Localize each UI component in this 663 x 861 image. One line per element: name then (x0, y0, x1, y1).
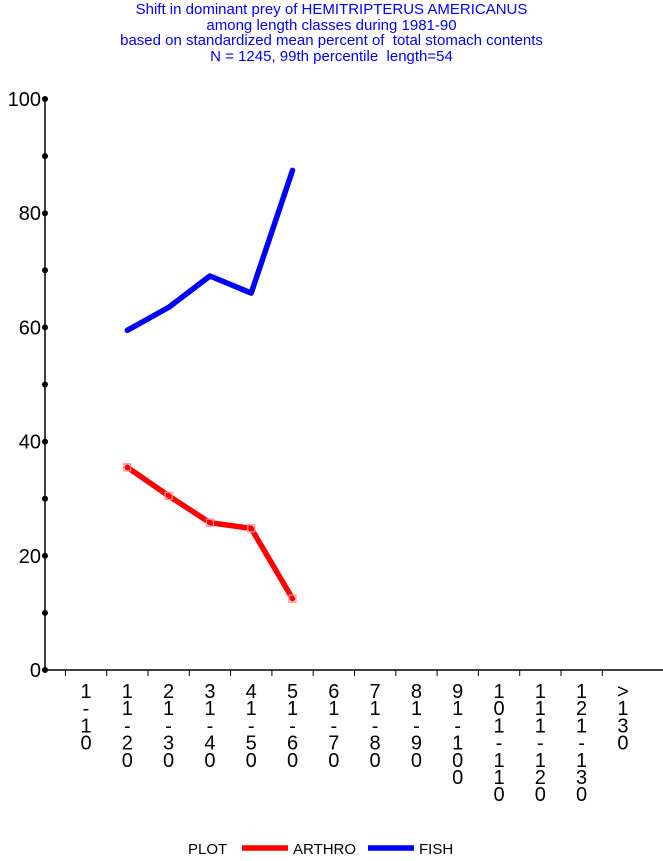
x-tick-label: 1 -1 0 (80, 681, 91, 755)
y-tick-mark (42, 667, 48, 673)
data-point-arthro (164, 491, 173, 500)
x-tick-label: >1 3 0 (617, 681, 629, 755)
series-line-arthro (124, 464, 296, 602)
x-tick-label: 7 1 -8 0 (370, 681, 381, 772)
legend-entry-fish: FISH (419, 841, 453, 858)
chart-title: Shift in dominant prey of HEMITRIPTERUS … (0, 2, 663, 64)
x-tick-label: 1 0 1 -1 1 0 (493, 681, 504, 806)
y-axis-ticks: 0 20 40 60 80 100 (8, 89, 48, 682)
x-tick-label: 1 1 -2 0 (122, 681, 133, 772)
y-tick-mark (42, 153, 48, 160)
legend-entry-arthro: ARTHRO (293, 841, 356, 858)
title-line-3: based on standardized mean percent of to… (120, 32, 543, 49)
y-tick-label: 40 (19, 432, 41, 454)
x-axis-ticks: 1 -1 0 1 1 -2 0 2 1 -3 0 3 1 -4 0 4 1 -5 0 5 1 -6 0 6 1 -7 0 7 1 -8 0 8… (64, 670, 629, 806)
title-line-1: Shift in dominant prey of HEMITRIPTERUS … (135, 1, 528, 18)
y-tick-label: 0 (30, 660, 41, 682)
y-tick-label: 20 (19, 546, 41, 568)
axes (44, 97, 663, 671)
x-tick-label: 9 1 -1 0 0 (452, 681, 463, 789)
y-tick-mark (42, 381, 48, 388)
legend-label: PLOT (188, 841, 227, 858)
x-tick-label: 8 1 -9 0 (411, 681, 422, 772)
y-tick-label: 80 (19, 203, 41, 225)
series-layer (123, 167, 297, 603)
data-point-arthro (205, 518, 214, 527)
x-tick-label: 6 1 -7 0 (328, 681, 339, 772)
y-tick-mark (42, 609, 48, 616)
x-tick-label: 3 1 -4 0 (204, 681, 215, 772)
data-point-arthro (288, 594, 297, 603)
y-tick-label: 60 (19, 317, 41, 339)
title-line-2: among length classes during 1981-90 (206, 16, 457, 34)
y-tick-mark (42, 438, 48, 445)
data-point-arthro (247, 524, 256, 533)
y-tick-mark (42, 267, 48, 274)
y-tick-label: 100 (8, 89, 41, 111)
x-tick-label: 4 1 -5 0 (246, 681, 257, 772)
x-tick-label: 1 2 1 -1 3 0 (576, 681, 587, 806)
y-tick-mark (42, 210, 48, 217)
x-tick-label: 1 1 1 -1 2 0 (535, 681, 546, 806)
legend: PLOT ARTHRO FISH (188, 841, 453, 858)
y-tick-mark (42, 495, 48, 502)
series-line-fish (124, 167, 296, 334)
y-tick-mark (42, 324, 48, 331)
y-tick-mark (42, 96, 48, 102)
y-tick-mark (42, 552, 48, 559)
x-tick-label: 5 1 -6 0 (287, 681, 298, 772)
title-line-4: N = 1245, 99th percentile length=54 (210, 47, 453, 65)
data-point-arthro (123, 463, 132, 472)
x-tick-label: 2 1 -3 0 (163, 681, 174, 772)
